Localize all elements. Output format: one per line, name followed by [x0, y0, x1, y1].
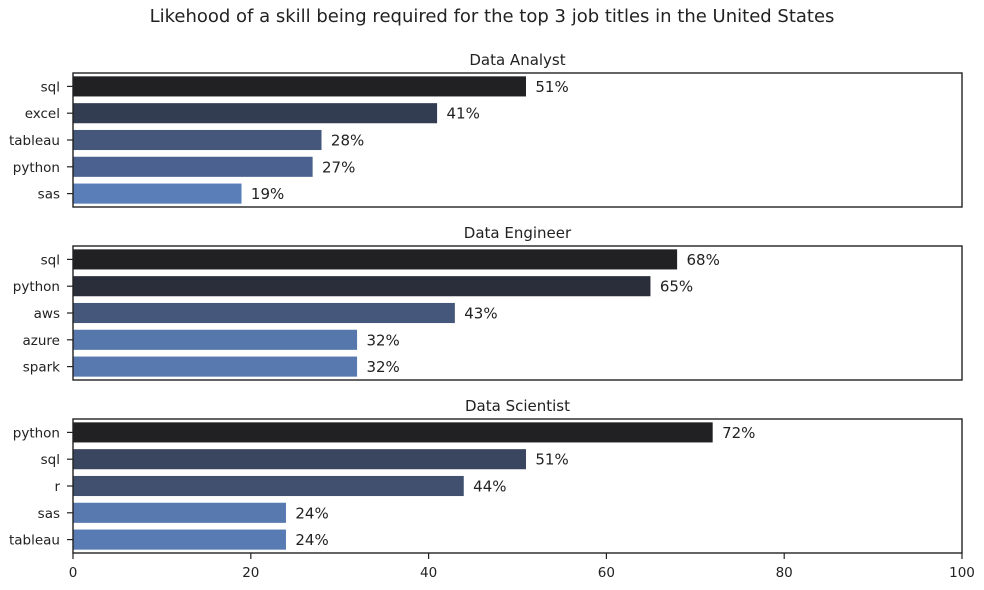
data-label: 51%	[535, 451, 568, 469]
y-tick-label: aws	[34, 306, 60, 322]
data-label: 24%	[295, 531, 328, 549]
y-tick-label: sas	[38, 506, 60, 522]
bar	[72, 355, 358, 378]
figure-title: Likehood of a skill being required for t…	[149, 6, 835, 27]
bar	[72, 102, 438, 125]
data-label: 32%	[366, 331, 399, 349]
y-tick-label: spark	[23, 360, 60, 376]
bar	[72, 75, 527, 98]
data-label: 65%	[660, 278, 693, 296]
subplot-title: Data Scientist	[465, 397, 570, 415]
bar	[72, 328, 358, 351]
bar	[72, 528, 287, 551]
bar	[72, 475, 465, 497]
y-tick-label: sql	[41, 252, 60, 268]
subplot-title: Data Analyst	[469, 51, 565, 69]
bar	[72, 182, 243, 205]
data-label: 51%	[535, 78, 568, 96]
subplot-1: Data Engineer 68% sql 65% python 43% aws 32% azu…	[13, 224, 963, 381]
y-tick-label: python	[13, 279, 60, 295]
x-tick-label: 80	[776, 565, 793, 581]
data-label: 24%	[295, 504, 328, 522]
y-tick-label: azure	[23, 333, 60, 349]
data-label: 72%	[722, 424, 755, 442]
bar	[72, 501, 287, 524]
data-label: 68%	[687, 251, 720, 269]
bar	[72, 275, 652, 298]
x-tick-label: 40	[420, 565, 437, 581]
y-tick-label: sql	[41, 452, 60, 468]
bar	[72, 302, 456, 324]
bar	[72, 129, 323, 151]
subplot-frame	[72, 418, 963, 554]
x-tick-label: 100	[949, 565, 975, 581]
bar	[72, 155, 314, 178]
data-label: 41%	[446, 105, 479, 123]
y-tick-label: excel	[25, 106, 60, 122]
data-label: 43%	[464, 305, 497, 323]
y-tick-label: python	[13, 160, 60, 176]
y-tick-label: tableau	[9, 533, 60, 549]
subplot-frame	[72, 245, 963, 381]
y-tick-label: python	[13, 425, 60, 441]
subplot-0: Data Analyst 51% sql 41% excel 28% tableau 27% p…	[9, 51, 963, 208]
y-tick-label: sql	[41, 79, 60, 95]
y-tick-label: tableau	[9, 133, 60, 149]
x-tick-label: 60	[598, 565, 615, 581]
subplot-frame	[72, 72, 963, 208]
data-label: 44%	[473, 478, 506, 496]
bar	[72, 448, 527, 471]
y-tick-label: r	[54, 479, 60, 495]
x-tick-label: 20	[242, 565, 259, 581]
bar	[72, 248, 678, 271]
data-label: 27%	[322, 158, 355, 176]
bar	[72, 421, 714, 444]
x-tick-label: 0	[69, 565, 78, 581]
subplot-2: Data Scientist 72% python 51% sql 44% r 24% sas 2…	[9, 397, 975, 581]
data-label: 32%	[366, 358, 399, 376]
subplot-title: Data Engineer	[464, 224, 572, 242]
y-tick-label: sas	[38, 187, 60, 203]
data-label: 19%	[251, 185, 284, 203]
data-label: 28%	[331, 132, 364, 150]
